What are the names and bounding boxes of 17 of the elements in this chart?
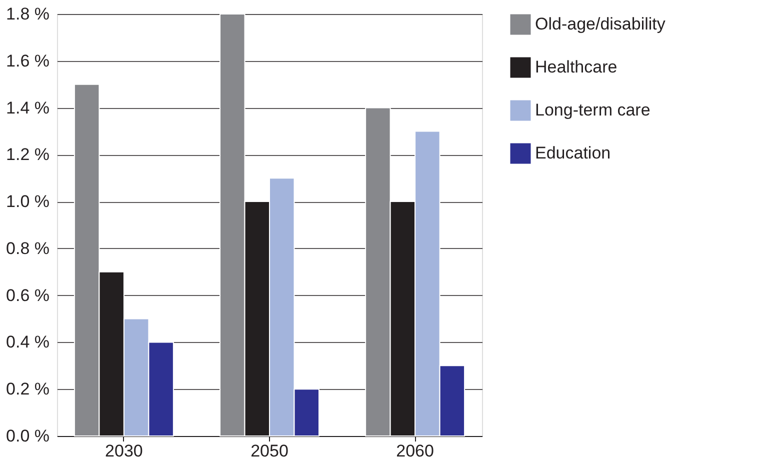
- y-tick-label: 0.8 %: [6, 238, 50, 258]
- y-tick-label: 1.4 %: [6, 98, 50, 118]
- y-tick-label: 1.2 %: [6, 145, 50, 164]
- legend-label: Healthcare: [535, 58, 618, 76]
- y-tick-label: 1.6 %: [6, 51, 50, 70]
- legend-label: Education: [535, 144, 611, 162]
- y-tick-label: 0.2 %: [6, 380, 50, 399]
- y-tick-label: 0.4 %: [6, 332, 50, 352]
- x-tick-label: 2050: [250, 442, 288, 460]
- y-tick-label: 0.6 %: [6, 286, 50, 305]
- y-tick-label: 0.0 %: [6, 426, 50, 446]
- legend-label: Old-age/disability: [535, 14, 666, 34]
- x-tick-label: 2060: [396, 442, 434, 460]
- x-tick-label: 2030: [105, 442, 143, 460]
- y-tick-label: 1.0 %: [6, 192, 50, 212]
- legend-label: Long-term care: [535, 100, 650, 120]
- y-tick-label: 1.8 %: [6, 4, 50, 24]
